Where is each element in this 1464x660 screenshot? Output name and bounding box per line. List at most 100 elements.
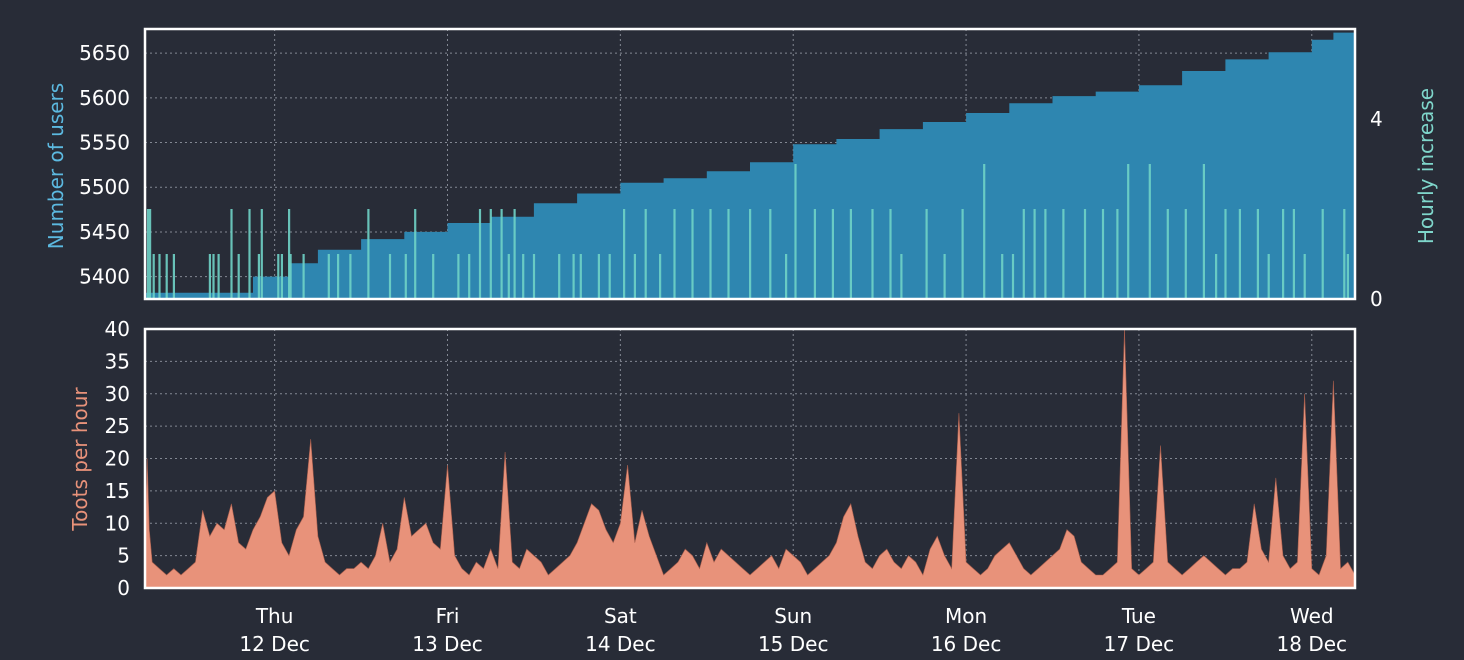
hourly-increase-bar — [1202, 164, 1205, 299]
toots-area-series — [144, 328, 1356, 589]
hourly-increase-bar — [1166, 209, 1169, 299]
x-tick-date: 13 Dec — [412, 632, 483, 656]
hourly-increase-bar — [1292, 209, 1295, 299]
hourly-increase-bar — [1184, 209, 1187, 299]
hourly-increase-bar — [813, 209, 816, 299]
toots-y-tick-label: 40 — [105, 317, 130, 341]
hourly-increase-bar — [327, 254, 330, 299]
users-y-axis-label: Number of users — [44, 83, 68, 249]
hourly-increase-bar — [1127, 164, 1130, 299]
hourly-increase-bar — [337, 254, 340, 299]
x-tick-date: 18 Dec — [1277, 632, 1348, 656]
hourly-increase-bar — [146, 209, 150, 299]
hourly-increase-series — [146, 164, 1349, 299]
hourly-increase-bar — [257, 254, 260, 299]
hourly-increase-bar — [468, 254, 471, 299]
hourly-increase-bar — [172, 254, 175, 299]
hourly-increase-bar — [1083, 209, 1087, 299]
hourly-increase-bar — [349, 254, 352, 299]
hourly-increase-bar — [871, 209, 874, 299]
x-tick-day: Thu — [255, 604, 294, 628]
x-tick-date: 17 Dec — [1104, 632, 1175, 656]
hourly-increase-bar — [1303, 254, 1306, 299]
hourly-increase-bar — [388, 254, 392, 299]
hourly-increase-bar — [478, 209, 482, 299]
hourly-increase-bar — [1321, 209, 1324, 299]
hourly-increase-bar — [1148, 164, 1151, 299]
users-area — [145, 30, 1355, 300]
toots-y-tick-label: 5 — [117, 544, 130, 568]
increase-y-tick-label: 0 — [1370, 287, 1383, 311]
hourly-increase-bar — [457, 254, 460, 299]
users-y-tick-label: 5450 — [79, 220, 130, 244]
hourly-increase-bar — [1101, 209, 1105, 299]
hourly-increase-bar — [608, 254, 611, 299]
hourly-increase-bar — [217, 254, 220, 299]
hourly-increase-bar — [558, 254, 561, 299]
hourly-increase-bar — [1256, 209, 1259, 299]
hourly-increase-bar — [1001, 254, 1004, 299]
hourly-increase-bar — [149, 209, 152, 299]
hourly-increase-bar — [623, 209, 626, 299]
hourly-increase-bar — [794, 164, 797, 299]
toots-panel-frame — [143, 327, 1357, 590]
hourly-increase-bar — [1343, 209, 1346, 299]
hourly-increase-bar — [900, 254, 903, 299]
hourly-increase-bar — [513, 209, 516, 299]
hourly-increase-bar — [208, 254, 211, 299]
toots-y-axis-label: Toots per hour — [68, 387, 92, 532]
hourly-increase-bar — [277, 254, 280, 299]
hourly-increase-bar — [691, 209, 694, 299]
hourly-increase-bar — [489, 209, 492, 299]
hourly-increase-bar — [831, 209, 834, 299]
toots-y-tick-label: 20 — [105, 447, 130, 471]
x-tick-day: Fri — [436, 604, 460, 628]
hourly-increase-bar — [644, 209, 647, 299]
hourly-increase-bar — [1116, 209, 1119, 299]
users-panel-frame — [143, 27, 1357, 301]
hourly-increase-bar — [769, 209, 772, 299]
x-tick-day: Sun — [774, 604, 812, 628]
hourly-increase-bar — [404, 254, 407, 299]
hourly-increase-bar — [673, 209, 676, 299]
hourly-increase-bar — [1224, 209, 1227, 299]
hourly-increase-bar — [572, 254, 575, 299]
users-y-tick-label: 5650 — [79, 41, 130, 65]
hourly-increase-bar — [289, 254, 292, 299]
users-y-tick-label: 5600 — [79, 86, 130, 110]
x-tick-date: 14 Dec — [585, 632, 656, 656]
hourly-increase-bar — [1062, 209, 1065, 299]
hourly-increase-bar — [1238, 209, 1241, 299]
toots-y-tick-label: 35 — [105, 349, 130, 373]
toots-y-tick-label: 30 — [105, 382, 130, 406]
x-tick-day: Tue — [1121, 604, 1156, 628]
hourly-increase-bar — [983, 164, 986, 299]
hourly-increase-bar — [579, 254, 582, 299]
hourly-increase-bar — [414, 209, 417, 299]
hourly-increase-bar — [280, 254, 283, 299]
hourly-increase-bar — [1011, 254, 1015, 299]
x-tick-day: Sat — [604, 604, 637, 628]
x-tick-day: Wed — [1290, 604, 1334, 628]
hourly-increase-bar — [1033, 209, 1036, 299]
hourly-increase-bar — [1215, 254, 1218, 299]
hourly-increase-bar — [165, 254, 168, 299]
hourly-increase-bar — [302, 254, 305, 299]
hourly-increase-bar — [500, 209, 503, 299]
toots-y-tick-labels: 0 5 10 15 20 25 30 35 40 — [105, 317, 130, 600]
hourly-increase-bar — [961, 209, 964, 299]
hourly-increase-bar — [237, 254, 240, 299]
x-tick-date: 15 Dec — [758, 632, 829, 656]
users-y-tick-label: 5400 — [79, 265, 130, 289]
hourly-increase-bar — [727, 209, 730, 299]
x-tick-labels: Thu 12 Dec Fri 13 Dec Sat 14 Dec Sun 15 Dec Mon 1… — [239, 604, 1347, 656]
hourly-increase-bar — [212, 254, 215, 299]
x-tick-date: 16 Dec — [931, 632, 1002, 656]
hourly-increase-bar — [288, 209, 291, 299]
hourly-increase-bar — [152, 254, 155, 299]
hourly-increase-bar — [230, 209, 233, 299]
hourly-increase-bar — [1267, 254, 1270, 299]
hourly-increase-bar — [1044, 209, 1047, 299]
